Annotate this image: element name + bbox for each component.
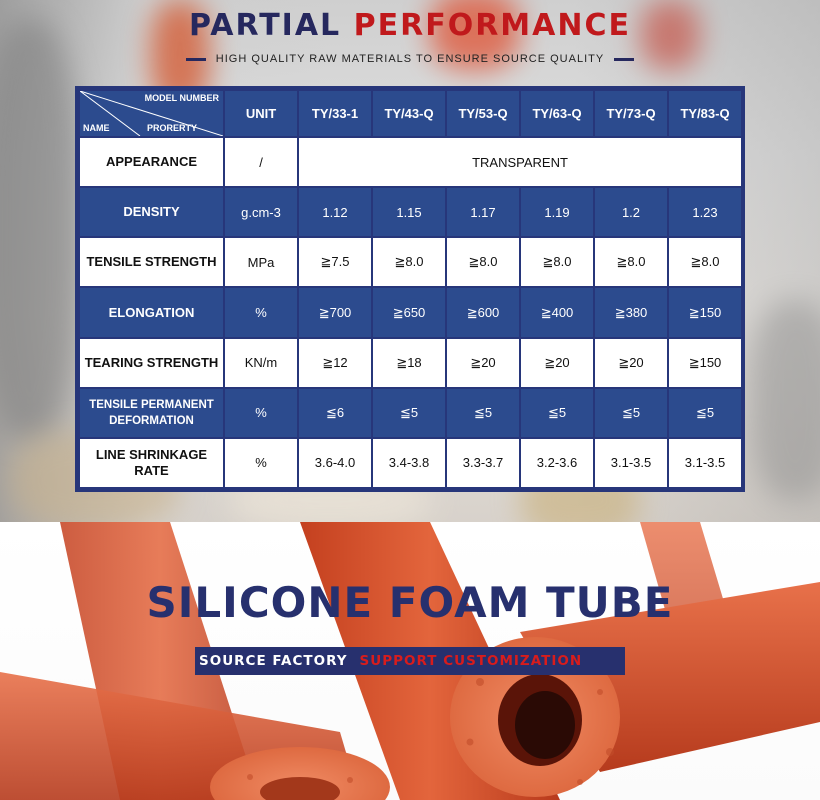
value-cell: 1.15	[373, 188, 445, 237]
product-section: SILICONE FOAM TUBE SOURCE FACTORY SUPPOR…	[0, 522, 820, 800]
table-row: TENSILE PERMANENT DEFORMATION % ≦6 ≦5 ≦5…	[80, 388, 741, 437]
value-cell: ≧8.0	[447, 238, 519, 287]
value-cell: ≧600	[447, 288, 519, 337]
spec-table-frame: MODEL NUMBER NAME PRORERTY UNIT TY/33-1 …	[75, 86, 745, 492]
unit-cell: KN/m	[225, 338, 297, 387]
value-cell: ≧8.0	[521, 238, 593, 287]
model-header: TY/83-Q	[669, 91, 741, 137]
value-cell: 1.17	[447, 188, 519, 237]
background-shape	[430, 0, 520, 70]
performance-section: PARTIAL PERFORMANCE HIGH QUALITY RAW MAT…	[0, 0, 820, 522]
table-row: APPEARANCE / TRANSPARENT	[80, 138, 741, 187]
property-name: LINE SHRINKAGE RATE	[80, 438, 223, 487]
value-cell: 3.4-3.8	[373, 438, 445, 487]
value-cell: ≦5	[447, 388, 519, 437]
value-cell: ≦5	[521, 388, 593, 437]
unit-cell: /	[225, 138, 297, 187]
unit-cell: %	[225, 388, 297, 437]
value-cell: 3.2-3.6	[521, 438, 593, 487]
value-cell: 3.6-4.0	[299, 438, 371, 487]
background-shape	[640, 0, 700, 70]
table-row: LINE SHRINKAGE RATE % 3.6-4.0 3.4-3.8 3.…	[80, 438, 741, 487]
model-header: TY/33-1	[299, 91, 371, 137]
value-cell: ≧7.5	[299, 238, 371, 287]
value-cell: ≧20	[447, 338, 519, 387]
table-row: TEARING STRENGTH KN/m ≧12 ≧18 ≧20 ≧20 ≧2…	[80, 338, 741, 387]
corner-model-number: MODEL NUMBER	[144, 93, 219, 103]
value-cell: 3.3-3.7	[447, 438, 519, 487]
value-cell: 1.12	[299, 188, 371, 237]
value-cell: 1.2	[595, 188, 667, 237]
value-cell: ≧8.0	[373, 238, 445, 287]
property-name: TENSILE PERMANENT DEFORMATION	[80, 388, 223, 437]
property-name-line-2: DEFORMATION	[109, 414, 194, 427]
spec-table: MODEL NUMBER NAME PRORERTY UNIT TY/33-1 …	[78, 89, 743, 489]
value-cell: ≧8.0	[595, 238, 667, 287]
divider-left	[185, 57, 206, 61]
property-name-line-1: TENSILE PERMANENT	[89, 398, 214, 411]
unit-header: UNIT	[225, 91, 297, 137]
unit-cell: g.cm-3	[225, 188, 297, 237]
value-cell: 1.23	[669, 188, 741, 237]
property-name-line-2: RATE	[134, 462, 169, 478]
tagline-source-factory: SOURCE FACTORY	[199, 653, 348, 669]
model-header: TY/53-Q	[447, 91, 519, 137]
property-name: DENSITY	[80, 188, 223, 237]
table-row: TENSILE STRENGTH MPa ≧7.5 ≧8.0 ≧8.0 ≧8.0…	[80, 238, 741, 287]
value-cell: ≧12	[299, 338, 371, 387]
model-header: TY/43-Q	[373, 91, 445, 137]
title-part-2: PERFORMANCE	[353, 8, 631, 43]
title-part-1: PARTIAL	[189, 8, 342, 43]
product-title: SILICONE FOAM TUBE	[146, 578, 674, 627]
value-cell: ≧400	[521, 288, 593, 337]
value-cell: ≦5	[669, 388, 741, 437]
property-name: ELONGATION	[80, 288, 223, 337]
model-header: TY/63-Q	[521, 91, 593, 137]
value-cell: ≧20	[521, 338, 593, 387]
corner-property: PRORERTY	[146, 123, 197, 134]
diagonal-lines	[80, 91, 223, 136]
subtitle-row: HIGH QUALITY RAW MATERIALS TO ENSURE SOU…	[0, 50, 820, 68]
value-cell: ≧380	[595, 288, 667, 337]
value-cell: ≦5	[373, 388, 445, 437]
corner-name: NAME	[83, 123, 110, 134]
table-row: ELONGATION % ≧700 ≧650 ≧600 ≧400 ≧380 ≧1…	[80, 288, 741, 337]
section-subtitle: HIGH QUALITY RAW MATERIALS TO ENSURE SOU…	[215, 53, 605, 65]
value-cell: 1.19	[521, 188, 593, 237]
value-cell: ≧18	[373, 338, 445, 387]
model-header: TY/73-Q	[595, 91, 667, 137]
property-name-line-1: LINE SHRINKAGE	[95, 446, 208, 462]
background-shape	[0, 20, 80, 440]
corner-cell: MODEL NUMBER NAME PRORERTY	[80, 91, 223, 137]
value-cell: ≧650	[373, 288, 445, 337]
value-cell: ≧700	[299, 288, 371, 337]
value-cell: ≧20	[595, 338, 667, 387]
divider-right	[614, 57, 635, 61]
property-name: TENSILE STRENGTH	[80, 238, 223, 287]
value-cell: ≧150	[669, 288, 741, 337]
section-title: PARTIAL PERFORMANCE	[0, 6, 820, 46]
value-cell: ≦5	[595, 388, 667, 437]
property-name: APPEARANCE	[80, 138, 223, 187]
value-cell: ≧150	[669, 338, 741, 387]
tagline-bar: SOURCE FACTORY SUPPORT CUSTOMIZATION	[195, 647, 625, 675]
value-cell: ≦6	[299, 388, 371, 437]
table-header-row: MODEL NUMBER NAME PRORERTY UNIT TY/33-1 …	[80, 91, 741, 137]
table-row: DENSITY g.cm-3 1.12 1.15 1.17 1.19 1.2 1…	[80, 188, 741, 237]
value-cell: 3.1-3.5	[595, 438, 667, 487]
unit-cell: MPa	[225, 238, 297, 287]
appearance-value: TRANSPARENT	[299, 138, 741, 187]
unit-cell: %	[225, 288, 297, 337]
background-shape	[750, 300, 820, 500]
value-cell: ≧8.0	[669, 238, 741, 287]
tagline-support-customization: SUPPORT CUSTOMIZATION	[359, 653, 583, 669]
property-name: TEARING STRENGTH	[80, 338, 223, 387]
value-cell: 3.1-3.5	[669, 438, 741, 487]
unit-cell: %	[225, 438, 297, 487]
